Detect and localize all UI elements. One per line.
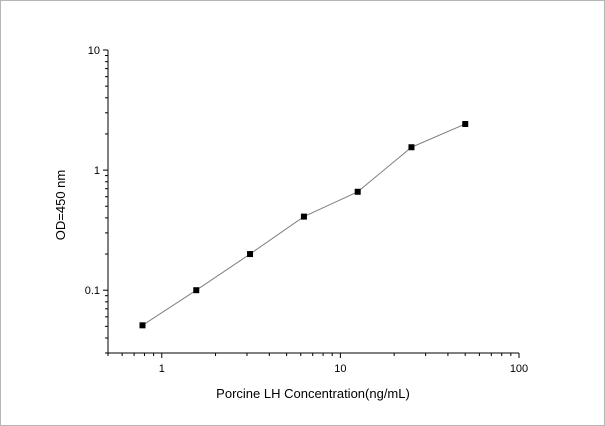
series-line bbox=[142, 123, 466, 326]
data-point bbox=[139, 322, 146, 329]
chart-series-points bbox=[139, 121, 469, 329]
chart-axes bbox=[107, 50, 519, 354]
x-tick-label: 100 bbox=[510, 363, 528, 375]
data-point bbox=[354, 188, 361, 195]
data-point bbox=[193, 287, 200, 294]
chart-series-line bbox=[142, 123, 466, 326]
data-point bbox=[408, 144, 415, 151]
y-tick-label: 10 bbox=[88, 45, 100, 57]
x-tick-label: 10 bbox=[334, 363, 346, 375]
y-tick-label: 1 bbox=[94, 165, 100, 177]
chart-ticks: 1 10 100 0.1 1 10 bbox=[85, 45, 528, 375]
data-point bbox=[247, 251, 254, 258]
x-axis-title: Porcine LH Concentration(ng/mL) bbox=[216, 386, 410, 401]
data-point bbox=[462, 121, 469, 128]
data-point bbox=[300, 213, 307, 220]
x-tick-label: 1 bbox=[159, 363, 165, 375]
y-axis-title: OD=450 nm bbox=[53, 170, 68, 240]
y-tick-label: 0.1 bbox=[85, 285, 100, 297]
